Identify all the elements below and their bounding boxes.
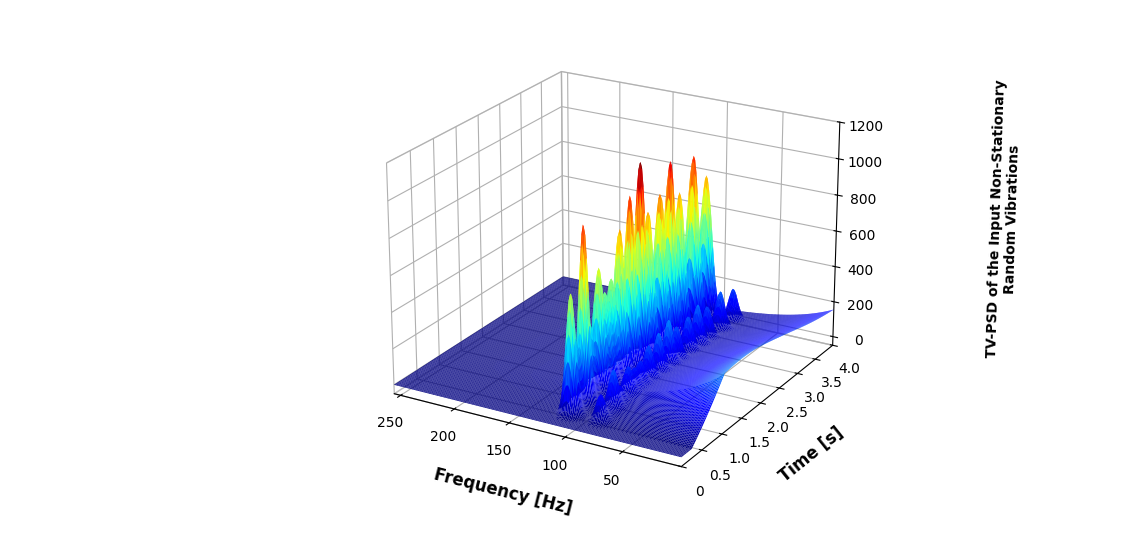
X-axis label: Frequency [Hz]: Frequency [Hz] <box>432 465 574 518</box>
Y-axis label: Time [s]: Time [s] <box>775 423 846 485</box>
